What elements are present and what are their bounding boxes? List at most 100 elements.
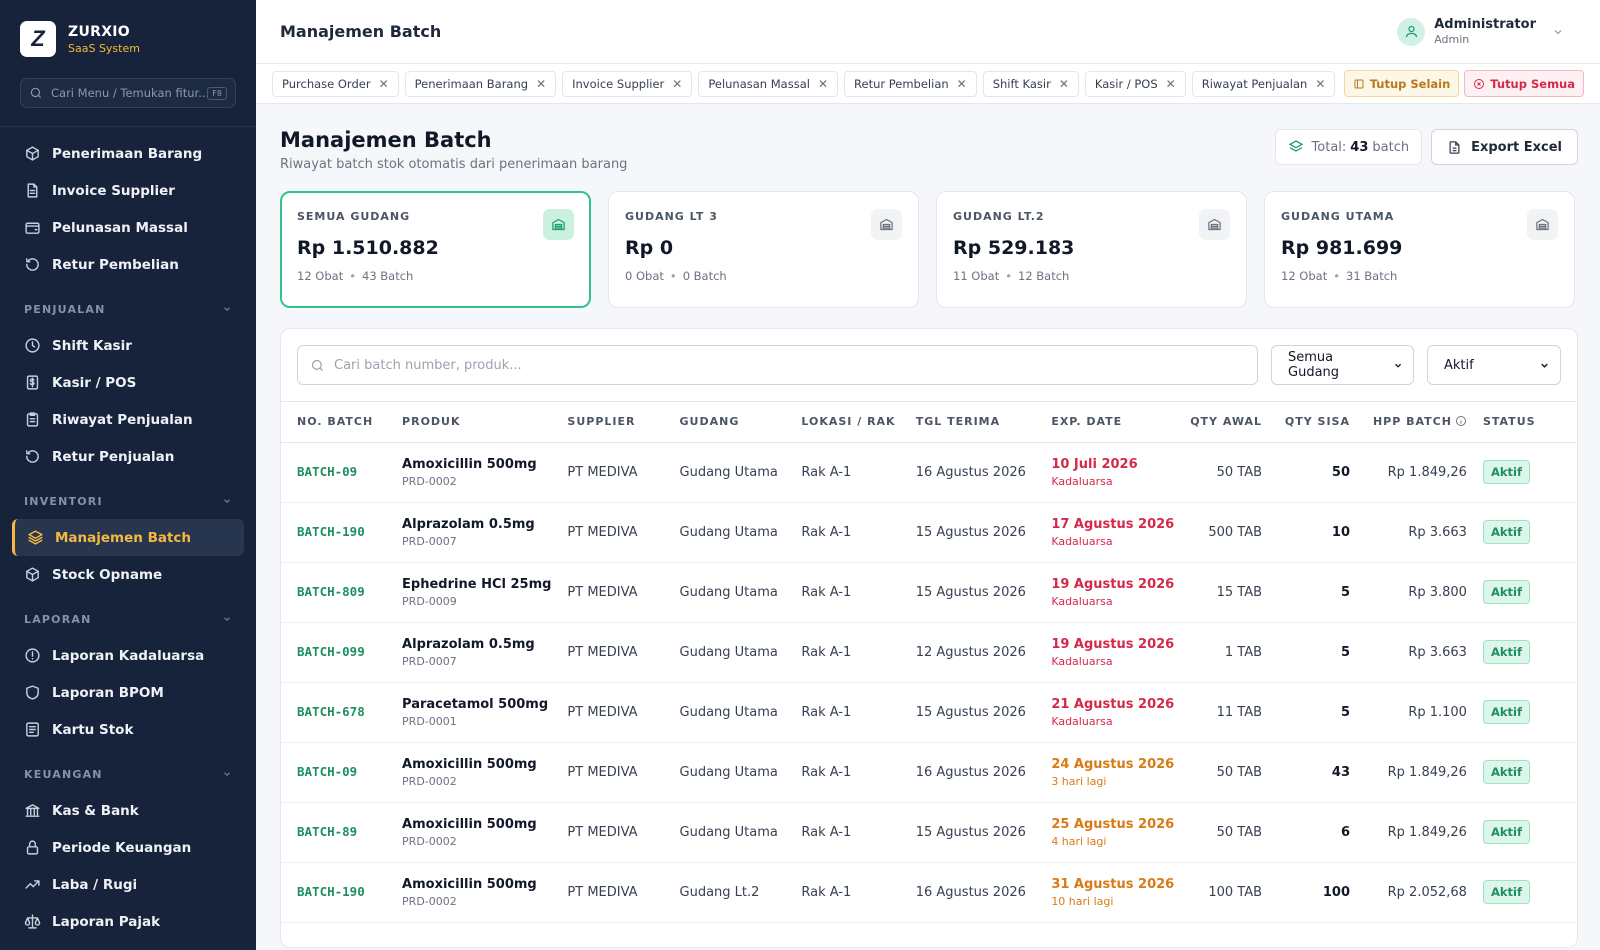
warehouse-icon <box>552 218 565 231</box>
tgl-terima-cell: 16 Agustus 2026 <box>907 442 1044 503</box>
table-row[interactable]: BATCH-190 Alprazolam 0.5mg PRD-0007 PT MEDI… <box>281 502 1577 563</box>
sidebar-item-stock-opname[interactable]: Stock Opname <box>0 556 256 593</box>
gudang-select[interactable]: Semua Gudang <box>1271 345 1414 385</box>
sidebar-item-laporan-bpom[interactable]: Laporan BPOM <box>0 674 256 711</box>
sidebar-section-title: INVENTORI <box>24 494 103 508</box>
brand[interactable]: Z ZURXIO SaaS System <box>0 0 256 78</box>
sidebar-item-riwayat-penjualan[interactable]: Riwayat Penjualan <box>0 401 256 438</box>
sidebar-item-retur-penjualan[interactable]: Retur Penjualan <box>0 438 256 475</box>
close-icon[interactable]: ✕ <box>378 76 389 91</box>
column-header-produk[interactable]: PRODUK <box>394 402 560 443</box>
column-header-tgl-terima[interactable]: TGL TERIMA <box>907 402 1044 443</box>
close-icon[interactable]: ✕ <box>672 76 683 91</box>
sidebar-item-laporan-kadaluarsa[interactable]: Laporan Kadaluarsa <box>0 637 256 674</box>
hpp-cell: Rp 1.849,26 <box>1358 802 1475 863</box>
tab-penerimaan-barang[interactable]: Penerimaan Barang ✕ <box>404 70 557 97</box>
warehouse-card-gudang-utama[interactable]: GUDANG UTAMA Rp 981.699 12 Obat • 31 Batch <box>1264 191 1575 308</box>
table-row[interactable]: BATCH-190 Amoxicillin 500mg PRD-0002 PT MED… <box>281 862 1577 923</box>
tab-kasir-pos[interactable]: Kasir / POS ✕ <box>1084 70 1186 97</box>
batch-number-link[interactable]: BATCH-678 <box>297 704 365 719</box>
column-header-qty-sisa[interactable]: QTY SISA <box>1270 402 1358 443</box>
tab-label: Riwayat Penjualan <box>1201 76 1308 91</box>
sidebar-item-shift-kasir[interactable]: Shift Kasir <box>0 327 256 364</box>
status-select[interactable]: Aktif <box>1427 345 1561 385</box>
sidebar-item-invoice-supplier[interactable]: Invoice Supplier <box>0 172 256 209</box>
sidebar-item-kartu-stok[interactable]: Kartu Stok <box>0 711 256 748</box>
export-excel-button[interactable]: Export Excel <box>1431 129 1578 165</box>
card-value: Rp 0 <box>625 237 674 259</box>
batch-number-link[interactable]: BATCH-09 <box>297 464 358 479</box>
warehouse-card-semua-gudang[interactable]: SEMUA GUDANG Rp 1.510.882 12 Obat • 43 Batch <box>280 191 591 308</box>
undo-icon <box>26 450 39 463</box>
table-row[interactable]: BATCH-89 Amoxicillin 500mg PRD-0002 PT MEDI… <box>281 802 1577 863</box>
column-header-label: QTY SISA <box>1284 415 1350 429</box>
product-name: Paracetamol 500mg <box>402 696 549 712</box>
exp-date-cell: 19 Agustus 2026 Kadaluarsa <box>1043 562 1183 623</box>
sidebar-item-periode-keuangan[interactable]: Periode Keuangan <box>0 829 256 866</box>
user-menu[interactable]: Administrator Admin <box>1397 17 1576 46</box>
close-icon[interactable]: ✕ <box>1058 76 1069 91</box>
sidebar-section-laporan[interactable]: LAPORAN <box>0 601 256 637</box>
batch-number-link[interactable]: BATCH-190 <box>297 524 365 539</box>
exp-date-cell: 17 Agustus 2026 Kadaluarsa <box>1043 502 1183 563</box>
close-icon[interactable]: ✕ <box>1165 76 1176 91</box>
exp-note: Kadaluarsa <box>1051 594 1113 608</box>
sidebar-item-laporan-pajak[interactable]: Laporan Pajak <box>0 903 256 940</box>
sidebar-section-keuangan[interactable]: KEUANGAN <box>0 756 256 792</box>
column-header-status[interactable]: STATUS <box>1474 402 1577 443</box>
tab-shift-kasir[interactable]: Shift Kasir ✕ <box>982 70 1079 97</box>
column-header-supplier[interactable]: SUPPLIER <box>559 402 672 443</box>
column-header-gudang[interactable]: GUDANG <box>671 402 794 443</box>
close-icon[interactable]: ✕ <box>956 76 967 91</box>
batch-number-link[interactable]: BATCH-89 <box>297 824 358 839</box>
tab-pelunasan-massal[interactable]: Pelunasan Massal ✕ <box>698 70 839 97</box>
info-icon[interactable] <box>1455 415 1467 427</box>
sidebar-item-penerimaan-barang[interactable]: Penerimaan Barang <box>0 135 256 172</box>
column-header-hpp-batch[interactable]: HPP BATCH <box>1358 402 1475 443</box>
card-icon-box <box>543 209 574 240</box>
batch-number-link[interactable]: BATCH-190 <box>297 884 365 899</box>
close-icon[interactable]: ✕ <box>817 76 829 91</box>
lokasi-cell: Rak A-1 <box>793 742 908 803</box>
sidebar-item-manajemen-batch[interactable]: Manajemen Batch <box>12 519 244 556</box>
file-icon <box>1449 140 1460 154</box>
tab-purchase-order[interactable]: Purchase Order ✕ <box>272 70 399 97</box>
box-icon <box>26 146 39 161</box>
sidebar-item-retur-pembelian[interactable]: Retur Pembelian <box>0 246 256 283</box>
sidebar-item-kasir-pos[interactable]: Kasir / POS <box>0 364 256 401</box>
warehouse-card-gudang-lt-3[interactable]: GUDANG LT 3 Rp 0 0 Obat • 0 Batch <box>608 191 919 308</box>
menu-search[interactable]: F8 <box>20 78 236 108</box>
warehouse-card-gudang-lt-2[interactable]: GUDANG LT.2 Rp 529.183 11 Obat • 12 Batch <box>936 191 1247 308</box>
table-row[interactable]: BATCH-099 Alprazolam 0.5mg PRD-0007 PT MEDI… <box>281 622 1577 683</box>
total-count: 43 <box>1350 139 1369 155</box>
sidebar-item-kas-bank[interactable]: Kas & Bank <box>0 792 256 829</box>
column-header-label: SUPPLIER <box>567 415 636 429</box>
tab-riwayat-penjualan[interactable]: Riwayat Penjualan ✕ <box>1191 70 1336 97</box>
batch-number-link[interactable]: BATCH-099 <box>297 644 365 659</box>
tab-retur-pembelian[interactable]: Retur Pembelian ✕ <box>844 70 977 97</box>
sidebar-section-penjualan[interactable]: PENJUALAN <box>0 291 256 327</box>
sidebar-item-laba-rugi[interactable]: Laba / Rugi <box>0 866 256 903</box>
sidebar-section-inventori[interactable]: INVENTORI <box>0 483 256 519</box>
batch-number-link[interactable]: BATCH-09 <box>297 764 358 779</box>
table-row[interactable]: BATCH-809 Ephedrine HCl 25mg PRD-0009 PT ME… <box>281 562 1577 623</box>
close-all-button[interactable]: Tutup Semua <box>1464 70 1584 97</box>
batch-search[interactable] <box>297 345 1258 385</box>
sidebar-item-pelunasan-massal[interactable]: Pelunasan Massal <box>0 209 256 246</box>
exp-date: 19 Agustus 2026 <box>1051 636 1175 652</box>
table-row[interactable]: BATCH-09 Amoxicillin 500mg PRD-0002 PT MEDI… <box>281 742 1577 803</box>
column-header-exp-date[interactable]: EXP. DATE <box>1043 402 1183 443</box>
close-icon[interactable]: ✕ <box>536 76 547 91</box>
menu-search-input[interactable] <box>51 86 208 100</box>
tab-label: Invoice Supplier <box>572 76 665 91</box>
column-header-no-batch[interactable]: NO. BATCH <box>281 402 395 443</box>
table-row[interactable]: BATCH-678 Paracetamol 500mg PRD-0001 PT MED… <box>281 682 1577 743</box>
column-header-qty-awal[interactable]: QTY AWAL <box>1182 402 1271 443</box>
batch-number-link[interactable]: BATCH-809 <box>297 584 365 599</box>
column-header-lokasi-rak[interactable]: LOKASI / RAK <box>793 402 908 443</box>
tab-invoice-supplier[interactable]: Invoice Supplier ✕ <box>562 70 693 97</box>
close-icon[interactable]: ✕ <box>1315 76 1326 91</box>
close-others-button[interactable]: Tutup Selain <box>1343 70 1460 97</box>
batch-search-input[interactable] <box>334 357 1245 373</box>
table-row[interactable]: BATCH-09 Amoxicillin 500mg PRD-0002 PT MEDI… <box>281 442 1577 503</box>
